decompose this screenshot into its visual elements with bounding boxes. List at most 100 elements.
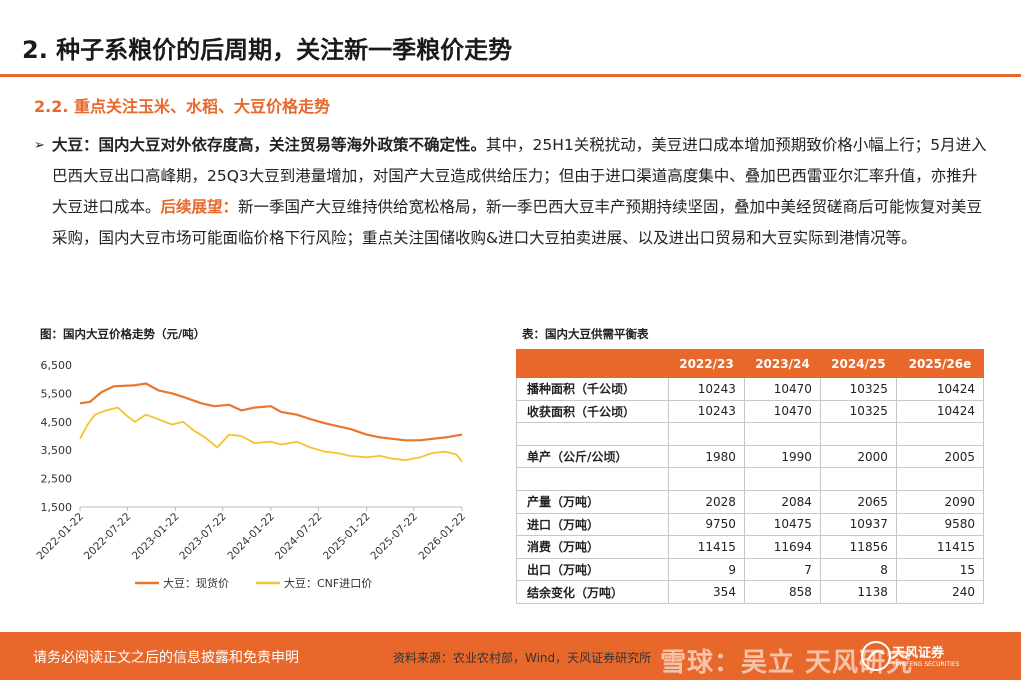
table-cell: 9: [668, 557, 745, 582]
table-cell: 2005: [895, 444, 985, 469]
table-row-label: [516, 467, 669, 491]
table-cell: 10424: [895, 377, 985, 401]
body-text-1: 其中，25H1关税扰动，美豆进口成本增加预期致价格小幅上行；5月进入巴西大豆出口…: [52, 136, 987, 216]
table-header-row: 2022/23 2023/24 2024/25 2025/26e: [516, 349, 985, 378]
table-cell: 9750: [668, 512, 745, 537]
table-row-label: 播种面积（千公顷）: [516, 377, 669, 401]
table-cell: 240: [895, 580, 985, 604]
table-row-label: [516, 422, 669, 446]
body-text-2: 新一季国产大豆维持供给宽松格局，新一季巴西大豆丰产预期持续坚固，叠加中美经贸磋商…: [52, 198, 983, 247]
table-cell: 10470: [743, 377, 821, 401]
section-heading: 2.2. 重点关注玉米、水稻、大豆价格走势: [34, 97, 330, 116]
legend-label: 大豆：CNF进口价: [284, 576, 372, 590]
source-note: 资料来源：农业农村部，Wind，天风证券研究所: [393, 651, 652, 665]
brand-text: 天风证券 TIANFENG SECURITIES: [892, 642, 959, 668]
table-cell: 858: [743, 580, 821, 604]
x-tick-label: 2022-01-22: [34, 511, 86, 563]
x-tick-label: 2026-01-22: [416, 511, 468, 563]
table-row: 出口（万吨） 9 7 8 15: [516, 557, 985, 582]
table-row-label: 结余变化（万吨）: [516, 580, 669, 604]
brand-name: 天风证券: [892, 646, 945, 661]
table-cell: 7: [743, 557, 821, 582]
y-tick-label: 5,500: [41, 387, 73, 400]
table-row: 收获面积（千公顷） 10243 10470 10325 10424: [516, 399, 985, 424]
series-line-spot: [79, 382, 463, 442]
disclaimer-text: 请务必阅读正文之后的信息披露和免责申明: [33, 650, 299, 666]
table-cell: [819, 422, 897, 446]
table-cell: 15: [895, 557, 985, 582]
table-row: [516, 422, 985, 446]
table-cell: [895, 422, 985, 446]
table-row: 进口（万吨） 9750 10475 10937 9580: [516, 512, 985, 537]
table-cell: 10937: [819, 512, 897, 537]
brand-logo-icon: [861, 641, 891, 671]
table-row-label: 消费（万吨）: [516, 535, 669, 559]
table-cell: 2084: [743, 489, 821, 514]
table-row-label: 产量（万吨）: [516, 489, 669, 514]
table-cell: 10325: [819, 377, 897, 401]
table-cell: 10470: [743, 399, 821, 424]
body-paragraph: 大豆：国内大豆对外依存度高，关注贸易等海外政策不确定性。其中，25H1关税扰动，…: [34, 130, 992, 254]
y-tick-label: 2,500: [41, 473, 73, 486]
page-title: 2. 种子系粮价的后周期，关注新一季粮价走势: [22, 36, 513, 64]
table-row: 产量（万吨） 2028 2084 2065 2090: [516, 489, 985, 514]
table-cell: 1980: [668, 444, 745, 469]
bullet-arrow-icon: ➢: [34, 138, 45, 153]
x-tick-label: 2022-07-22: [82, 511, 134, 563]
table-row-label: 单产（公斤/公顷）: [516, 444, 669, 469]
table-cell: 11694: [743, 535, 821, 559]
table-row: 播种面积（千公顷） 10243 10470 10325 10424: [516, 377, 985, 401]
table-cell: 1990: [743, 444, 821, 469]
table-row-label: 出口（万吨）: [516, 557, 669, 582]
x-tick-label: 2025-01-22: [321, 511, 373, 563]
table-row: 消费（万吨） 11415 11694 11856 11415: [516, 535, 985, 559]
table-column-header: 2025/26e: [895, 349, 985, 378]
footer-bar: 请务必阅读正文之后的信息披露和免责申明 资料来源：农业农村部，Wind，天风证券…: [0, 632, 1021, 680]
table-cell: 1138: [819, 580, 897, 604]
table-cell: 2000: [819, 444, 897, 469]
outlook-label: 后续展望：: [160, 198, 239, 216]
table-cell: 10325: [819, 399, 897, 424]
y-tick-label: 1,500: [41, 501, 73, 514]
table-cell: 10243: [668, 399, 745, 424]
title-divider: [0, 74, 1021, 77]
table-cell: 2065: [819, 489, 897, 514]
series-line-cnf: [79, 406, 463, 463]
lead-statement: 大豆：国内大豆对外依存度高，关注贸易等海外政策不确定性。: [52, 136, 487, 154]
table-column-header: 2022/23: [668, 349, 745, 378]
supply-demand-table: 2022/23 2023/24 2024/25 2025/26e 播种面积（千公顷） 1…: [516, 349, 985, 604]
soybean-price-chart: 6,500 5,500 4,500 3,500 2,500 1,5002022-01-22…: [34, 359, 468, 590]
legend-label: 大豆：现货价: [163, 576, 229, 590]
table-column-header: 2024/25: [819, 349, 897, 378]
table-cell: 11856: [819, 535, 897, 559]
x-tick-label: 2023-07-22: [177, 511, 229, 563]
x-tick-label: 2024-01-22: [225, 511, 277, 563]
y-tick-label: 4,500: [41, 416, 73, 429]
table-cell: [743, 422, 821, 446]
table-row: 单产（公斤/公顷） 1980 1990 2000 2005: [516, 444, 985, 469]
table-row: 结余变化（万吨） 354 858 1138 240: [516, 580, 985, 604]
x-tick-label: 2025-07-22: [368, 511, 420, 563]
table-cell: [743, 467, 821, 491]
table-column-header: 2023/24: [743, 349, 821, 378]
table-row-label: 进口（万吨）: [516, 512, 669, 537]
y-tick-label: 6,500: [41, 359, 73, 372]
table-cell: 11415: [895, 535, 985, 559]
table-title: 表：国内大豆供需平衡表: [522, 327, 649, 341]
brand-subtitle: TIANFENG SECURITIES: [892, 661, 960, 668]
table-cell: 354: [668, 580, 745, 604]
table-cell: 10424: [895, 399, 985, 424]
y-tick-label: 3,500: [41, 444, 73, 457]
table-cell: [668, 467, 745, 491]
table-cell: 2028: [668, 489, 745, 514]
table-cell: 9580: [895, 512, 985, 537]
table-row: [516, 467, 985, 491]
watermark-text: 雪球：吴立 天风研究: [660, 648, 914, 678]
table-cell: 2090: [895, 489, 985, 514]
table-cell: [819, 467, 897, 491]
chart-title: 图：国内大豆价格走势（元/吨）: [40, 327, 206, 341]
body-paragraph-block: ➢ 大豆：国内大豆对外依存度高，关注贸易等海外政策不确定性。其中，25H1关税扰…: [34, 130, 992, 254]
table-cell: 10475: [743, 512, 821, 537]
table-cell: 11415: [668, 535, 745, 559]
table-cell: [668, 422, 745, 446]
